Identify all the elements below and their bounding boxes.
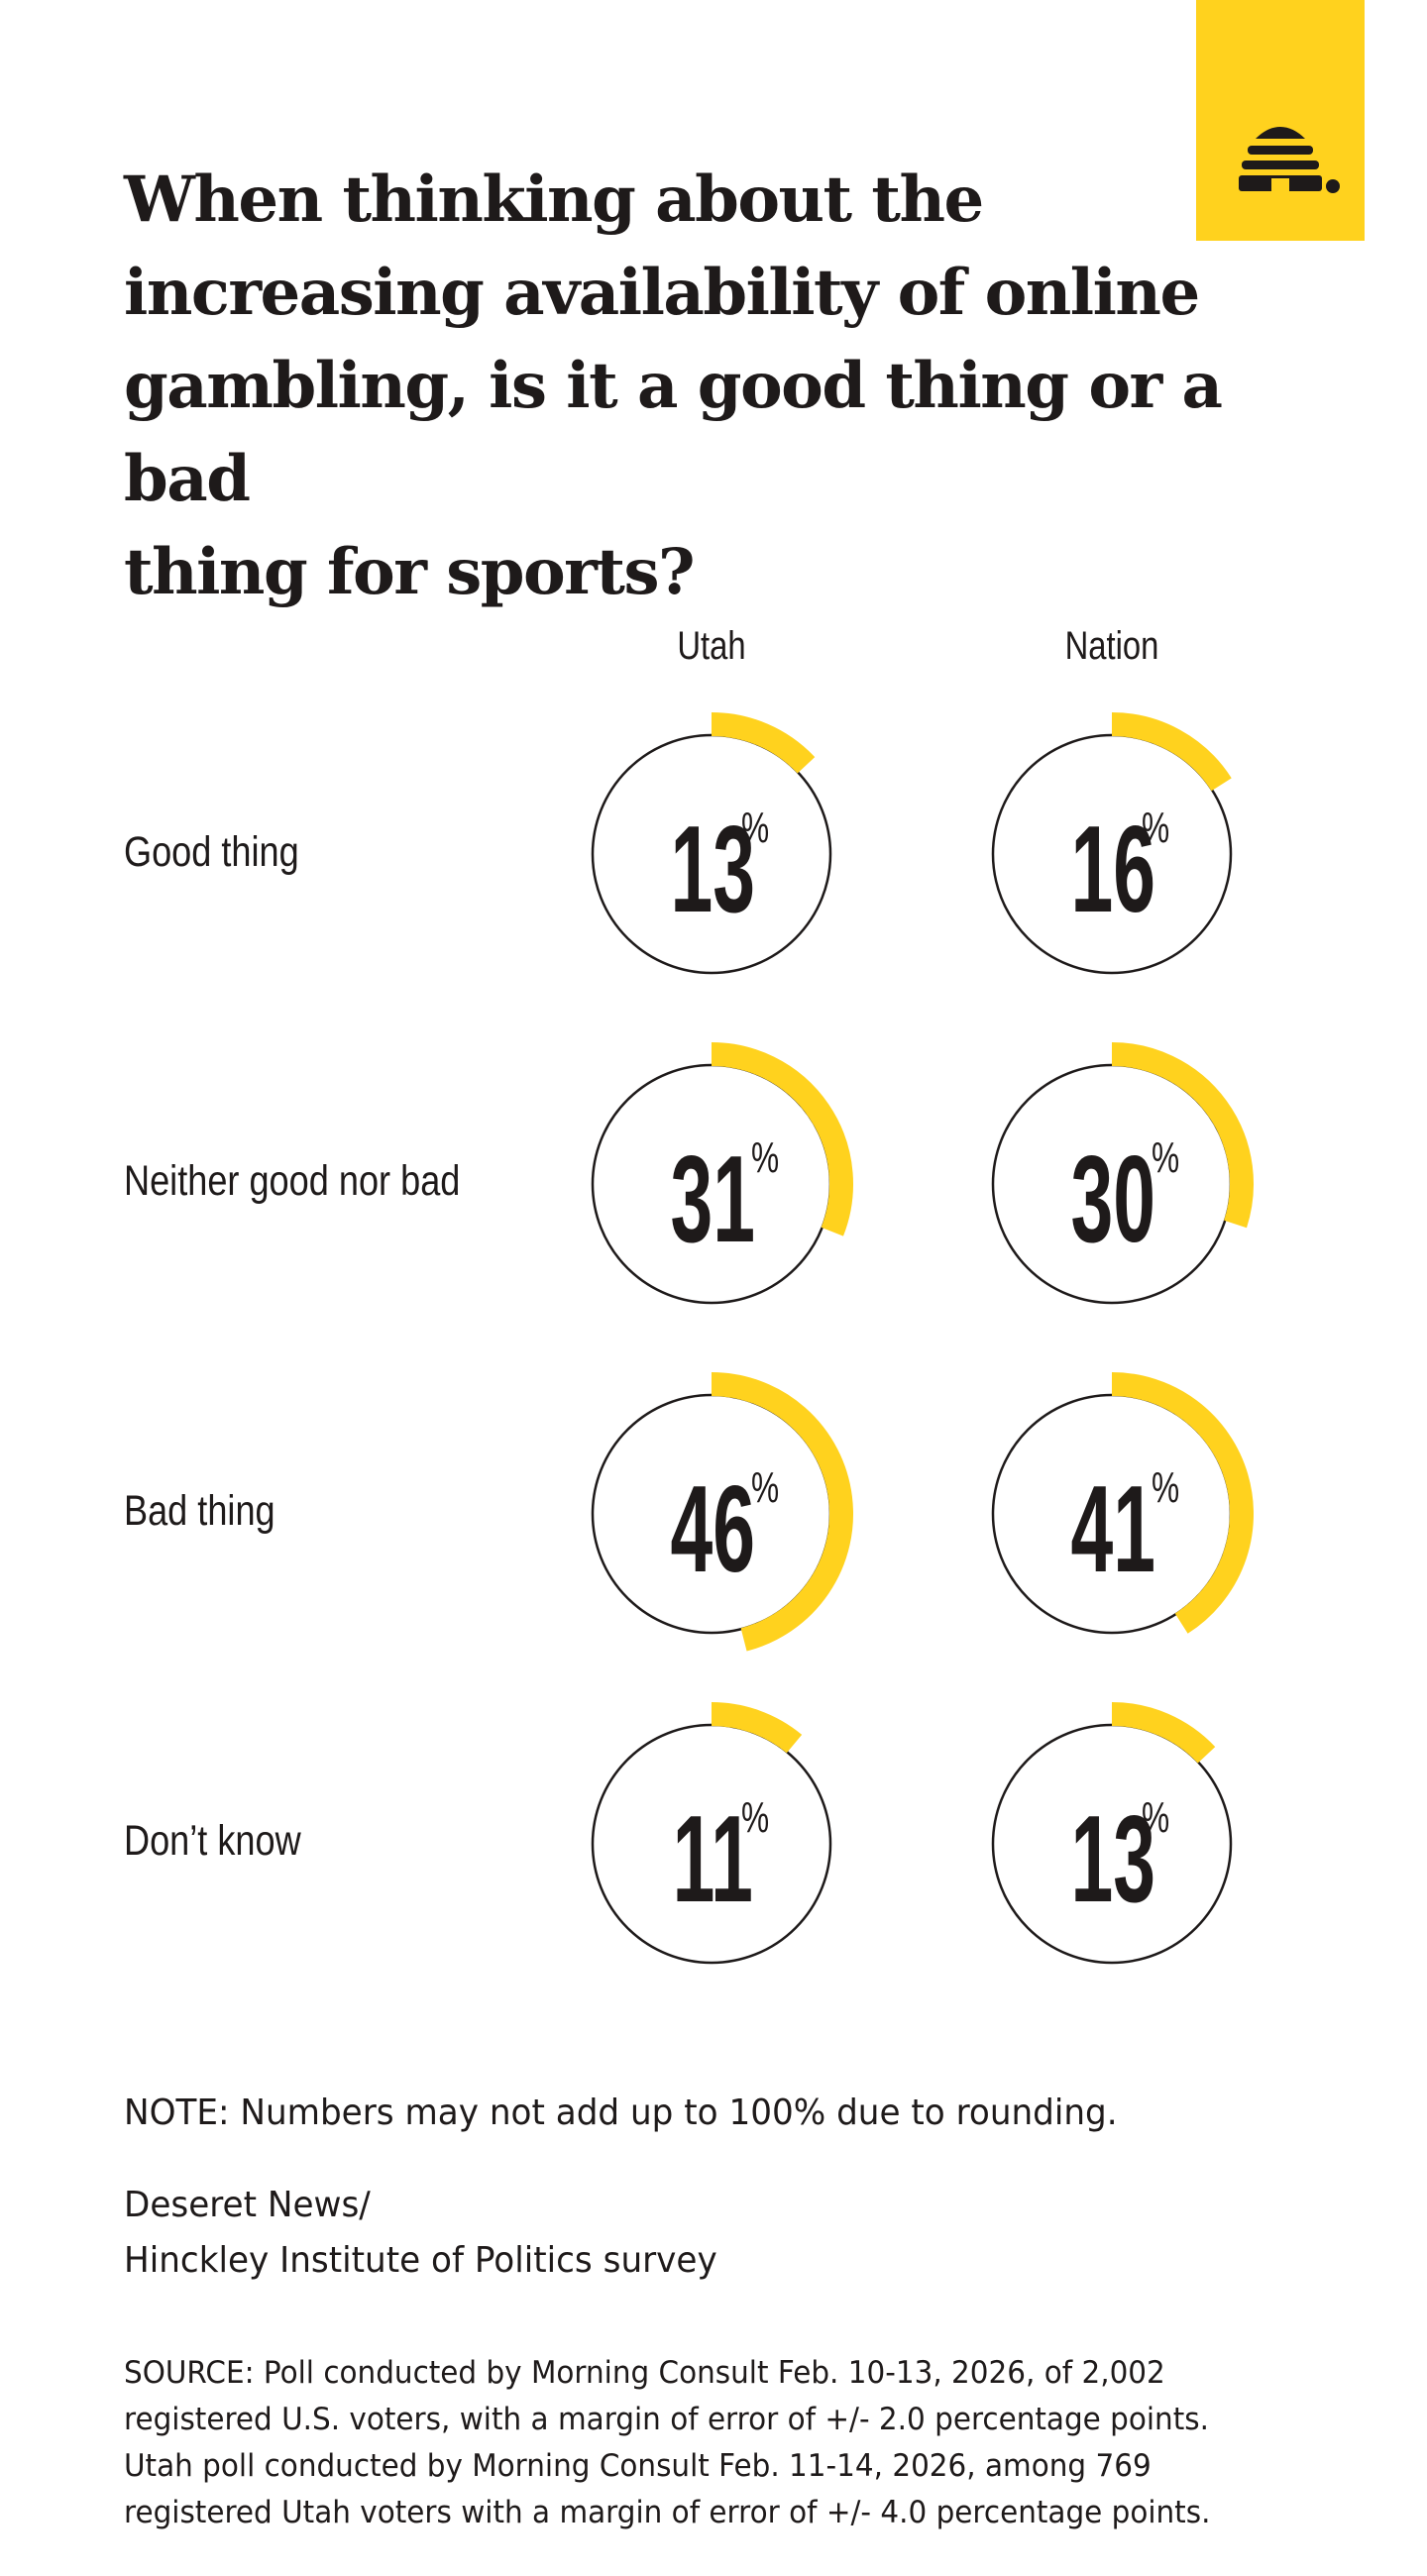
column-header-utah: Utah	[677, 624, 746, 668]
donut-nation-don-t-know: 13%	[991, 1702, 1233, 1965]
note-text: NOTE: Numbers may not add up to 100% due…	[124, 2093, 1118, 2133]
donut-nation-bad-thing: 41%	[991, 1372, 1254, 1635]
row-label-neither: Neither good nor bad	[124, 1157, 461, 1205]
logo-box	[1196, 0, 1365, 241]
source-line: SOURCE: Poll conducted by Morning Consul…	[124, 2355, 1165, 2391]
donut-arc-utah-don-t-know	[711, 1702, 803, 1754]
donut-unit-label: %	[1142, 804, 1169, 852]
donut-unit-label: %	[751, 1463, 779, 1512]
donut-arc-nation-neither-good-nor-bad	[1111, 1042, 1254, 1229]
row-label-bad-thing: Bad thing	[124, 1487, 275, 1535]
credit-line: Deseret News/	[124, 2185, 371, 2225]
donut-value-label: 41	[1070, 1460, 1155, 1597]
column-header-nation: Nation	[1064, 624, 1159, 668]
donut-unit-label: %	[1152, 1133, 1179, 1182]
title-line: thing for sports?	[124, 535, 695, 609]
donut-utah-neither-good-nor-bad: 31%	[591, 1042, 853, 1305]
donut-value-label: 31	[670, 1130, 755, 1267]
donut-value-label: 16	[1070, 801, 1155, 937]
credit-line: Hinckley Institute of Politics survey	[124, 2240, 717, 2281]
donut-arc-nation-bad-thing	[1111, 1372, 1254, 1634]
donut-unit-label: %	[751, 1133, 779, 1182]
donut-arc-nation-don-t-know	[1111, 1702, 1216, 1764]
donut-value-label: 46	[670, 1460, 755, 1597]
row-label-good-thing: Good thing	[124, 828, 299, 876]
donut-value-label: 30	[1070, 1130, 1155, 1267]
donut-utah-bad-thing: 46%	[591, 1372, 853, 1652]
donut-arc-utah-bad-thing	[711, 1372, 853, 1652]
donut-nation-good-thing: 16%	[991, 712, 1233, 975]
source-text: SOURCE: Poll conducted by Morning Consul…	[124, 2350, 1235, 2536]
title-line: When thinking about the	[124, 162, 984, 237]
donut-value-label: 13	[670, 801, 755, 937]
donut-chart-grid: 13%31%46%11%16%30%41%13%	[591, 712, 1254, 1965]
donut-utah-don-t-know: 11%	[591, 1702, 832, 1965]
donut-unit-label: %	[1142, 1793, 1169, 1842]
title-line: increasing availability of online	[124, 256, 1200, 330]
donut-unit-label: %	[741, 1793, 769, 1842]
donut-arc-utah-good-thing	[711, 712, 816, 774]
title-line: gambling, is it a good thing or a bad	[124, 349, 1223, 516]
donut-arc-utah-neither-good-nor-bad	[711, 1042, 853, 1236]
chart-title: When thinking about the increasing avail…	[124, 154, 1313, 619]
source-line: Utah poll conducted by Morning Consult F…	[124, 2448, 1152, 2484]
donut-value-label: 13	[1070, 1790, 1155, 1927]
donut-unit-label: %	[741, 804, 769, 852]
credit-text: Deseret News/ Hinckley Institute of Poli…	[124, 2178, 717, 2289]
donut-value-label: 11	[673, 1790, 753, 1927]
source-line: registered U.S. voters, with a margin of…	[124, 2402, 1209, 2437]
beehive-logo-icon	[1196, 0, 1365, 241]
source-line: registered Utah voters with a margin of …	[124, 2495, 1211, 2530]
donut-arc-nation-good-thing	[1111, 712, 1232, 792]
row-label-dont-know: Don’t know	[124, 1817, 301, 1865]
donut-utah-good-thing: 13%	[591, 712, 832, 975]
donut-unit-label: %	[1152, 1463, 1179, 1512]
donut-nation-neither-good-nor-bad: 30%	[991, 1042, 1254, 1305]
